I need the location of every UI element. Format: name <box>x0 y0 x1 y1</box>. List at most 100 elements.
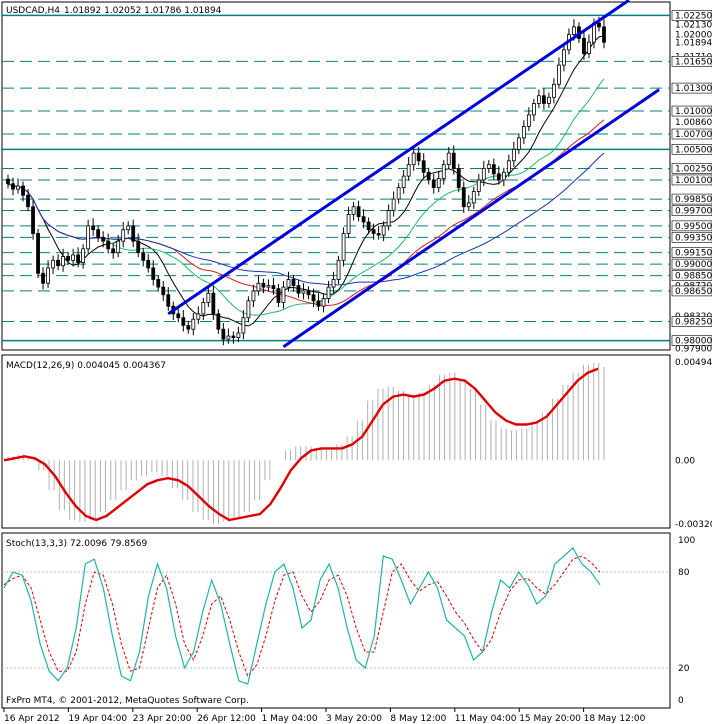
stochastic-tick-label: 100 <box>678 536 695 546</box>
candle-body <box>81 248 86 263</box>
candle-body <box>506 160 511 173</box>
candle-body <box>406 164 411 177</box>
price-label-box <box>671 10 712 21</box>
candle-body <box>331 279 336 288</box>
price-label-box <box>671 205 712 216</box>
candle-body <box>266 285 271 288</box>
candle-body <box>481 168 486 181</box>
candle-body <box>176 313 181 319</box>
candle-body <box>301 290 306 294</box>
ma-blue-line <box>7 152 605 286</box>
candle-body <box>101 236 106 242</box>
price-label-box <box>671 335 712 346</box>
price-label-box <box>671 193 712 205</box>
price-tick-label: 1.02130 <box>675 21 712 31</box>
price-panel: 1.022501.021301.020001.018941.017101.016… <box>1 0 712 354</box>
candle-body <box>466 202 471 208</box>
ohlc-label: 1.01892 1.02052 1.01786 1.01894 <box>64 6 222 16</box>
stochastic-tick-label: 80 <box>678 568 690 578</box>
time-tick-label: 8 May 12:00 <box>390 714 446 724</box>
candle-body <box>161 286 166 296</box>
candle-body <box>356 206 361 218</box>
price-tick-label: 1.01650 <box>675 57 712 67</box>
price-tick-label: 0.99150 <box>675 249 712 259</box>
stochastic-tick-label: 0 <box>678 696 684 706</box>
candle-body <box>36 233 40 274</box>
candle-body <box>21 185 25 196</box>
candle-body <box>587 41 591 55</box>
candle-body <box>11 183 15 190</box>
candle-body <box>401 175 406 188</box>
copyright-label: FxPro MT4, © 2001-2012, MetaQuotes Softw… <box>6 696 249 706</box>
candle-body <box>261 282 266 288</box>
candle-body <box>516 137 521 150</box>
trend-channel <box>167 0 660 349</box>
candle-body <box>341 233 346 261</box>
candle-body <box>271 285 276 290</box>
candle-body <box>597 22 601 28</box>
price-tick-label: 1.01300 <box>675 84 712 94</box>
candle-body <box>336 259 341 280</box>
candle-body <box>241 317 246 334</box>
candle-body <box>391 198 396 211</box>
price-tick-label: 1.01894 <box>675 39 712 49</box>
candle-body <box>461 187 466 208</box>
candle-body <box>6 178 10 185</box>
price-tick-label: 1.00860 <box>675 118 712 128</box>
price-panel-frame <box>1 1 671 351</box>
candle-body <box>456 168 461 188</box>
candle-body <box>496 173 501 181</box>
stochastic-panel-frame <box>1 532 671 709</box>
macd-histogram <box>7 362 605 524</box>
candle-body <box>91 225 96 231</box>
candle-body <box>346 213 351 234</box>
price-tick-label: 0.99500 <box>675 222 712 232</box>
symbol-label: USDCAD,H4 <box>6 6 60 16</box>
price-tick-label: 0.98850 <box>675 272 712 282</box>
candle-body <box>501 171 506 181</box>
price-tick-label: 0.98000 <box>675 337 712 347</box>
price-label-box <box>671 105 712 117</box>
price-label-box <box>671 220 712 232</box>
price-tick-label: 1.00700 <box>675 130 712 140</box>
candle-body <box>136 240 141 254</box>
time-tick-label: 15 May 20:00 <box>519 714 581 724</box>
candle-body <box>256 282 261 292</box>
macd-signal-line <box>3 367 599 522</box>
stochastic-label: Stoch(13,3,3) 72.0096 79.8569 <box>6 539 147 549</box>
candle-body <box>526 114 531 127</box>
candle-body <box>536 95 541 104</box>
candle-body <box>311 294 316 302</box>
time-tick-label: 19 Apr 04:00 <box>68 714 127 724</box>
candle-body <box>491 164 496 175</box>
channel-upper-line <box>167 0 630 316</box>
candle-body <box>426 171 431 181</box>
candle-body <box>221 328 226 340</box>
candle-body <box>436 178 441 188</box>
macd-axis: 0.00494 0.00 -0.00320 <box>675 358 712 530</box>
candle-body <box>416 152 421 162</box>
candle-body <box>396 187 401 200</box>
time-tick-label: 3 May 20:00 <box>326 714 382 724</box>
candle-body <box>106 240 111 250</box>
time-tick-label: 16 Apr 2012 <box>4 714 60 724</box>
price-label-box <box>671 270 712 281</box>
candle-body <box>421 160 426 173</box>
price-label-box <box>671 174 712 186</box>
candle-body <box>281 286 286 303</box>
macd-tick-label: 0.00 <box>675 456 695 466</box>
candle-body <box>76 254 81 263</box>
price-tick-label: 0.99350 <box>675 233 712 243</box>
candle-body <box>51 259 55 269</box>
stochastic-signal-line <box>3 555 601 677</box>
candle-body <box>411 152 416 166</box>
candle-body <box>181 317 186 326</box>
channel-lower-line <box>282 88 660 349</box>
candle-body <box>321 298 326 307</box>
time-tick-label: 11 May 04:00 <box>455 714 517 724</box>
stochastic-levels <box>2 571 670 669</box>
price-tick-label: 0.97900 <box>675 344 712 354</box>
candle-body <box>196 313 201 320</box>
time-tick-label: 23 Apr 20:00 <box>133 714 192 724</box>
